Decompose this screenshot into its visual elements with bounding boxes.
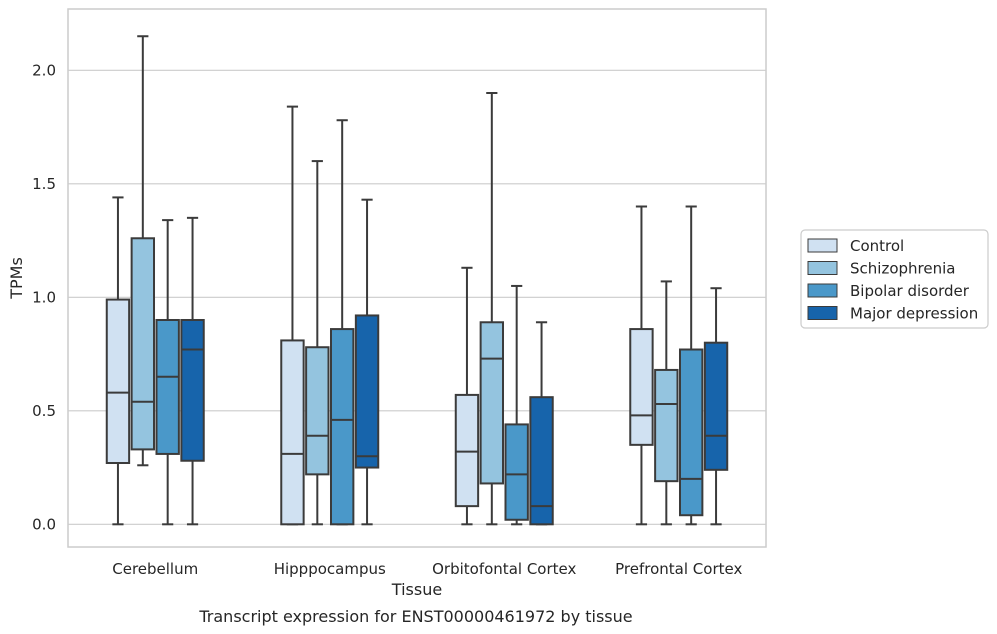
legend-swatch (807, 238, 838, 253)
box-body (155, 318, 180, 455)
box-control-1 (280, 105, 305, 526)
box-bipolar-disorder-3 (678, 205, 704, 526)
box-schizophrenia-3 (654, 280, 679, 526)
box-schizophrenia-0 (130, 35, 156, 467)
box-plots (105, 35, 729, 526)
box-major-depression-3 (703, 287, 729, 526)
box-body (703, 341, 729, 471)
legend-label: Control (850, 237, 904, 255)
box-body (529, 396, 554, 526)
x-tick-label: Cerebellum (112, 560, 198, 578)
box-body (629, 328, 654, 446)
y-tick-label: 0.0 (32, 515, 56, 533)
box-control-2 (454, 266, 480, 526)
x-tick-labels: Cerebellum Hipppocampus Orbitofontal Corte… (112, 560, 742, 578)
box-body (305, 346, 330, 476)
y-tick-labels: 0.0 0.5 1.0 1.5 2.0 (32, 61, 56, 533)
plot-area-frame (67, 8, 767, 548)
box-bipolar-disorder-1 (329, 119, 355, 526)
box-bipolar-disorder-0 (155, 219, 180, 526)
box-body (105, 298, 131, 465)
box-schizophrenia-1 (305, 160, 330, 526)
legend-swatch (807, 306, 838, 320)
legend-frame (800, 229, 989, 329)
legend-label: Bipolar disorder (850, 282, 970, 300)
box-bipolar-disorder-2 (504, 284, 529, 526)
y-tick-label: 1.5 (32, 175, 56, 193)
legend: Control Schizophrenia Bipolar disorder Majo… (800, 229, 989, 329)
y-tick-label: 0.5 (32, 402, 56, 420)
x-tick-label: Orbitofontal Cortex (432, 560, 576, 578)
box-major-depression-0 (180, 216, 205, 526)
x-axis-title: Tissue (391, 580, 442, 599)
legend-label: Major depression (850, 305, 978, 323)
legend-label: Schizophrenia (850, 260, 955, 278)
box-body (678, 348, 704, 517)
x-tick-label: Prefrontal Cortex (615, 560, 742, 578)
box-control-3 (629, 205, 654, 526)
chart-caption: Transcript expression for ENST0000046197… (198, 607, 632, 626)
box-major-depression-2 (529, 321, 554, 526)
y-tick-label: 2.0 (32, 61, 56, 79)
box-body (130, 237, 156, 451)
box-body (454, 393, 480, 508)
box-body (180, 318, 205, 462)
box-body (280, 339, 305, 526)
legend-swatch (807, 261, 838, 275)
box-body (504, 423, 529, 521)
box-control-0 (105, 196, 131, 526)
box-schizophrenia-2 (479, 91, 505, 526)
x-tick-label: Hipppocampus (274, 560, 386, 578)
box-body (654, 368, 679, 483)
box-body (354, 314, 380, 469)
box-body (329, 328, 355, 526)
box-major-depression-1 (354, 198, 380, 526)
box-body (479, 321, 505, 485)
y-axis-title: TPMs (7, 257, 26, 300)
y-tick-label: 1.0 (32, 288, 56, 306)
legend-swatch (807, 283, 838, 298)
